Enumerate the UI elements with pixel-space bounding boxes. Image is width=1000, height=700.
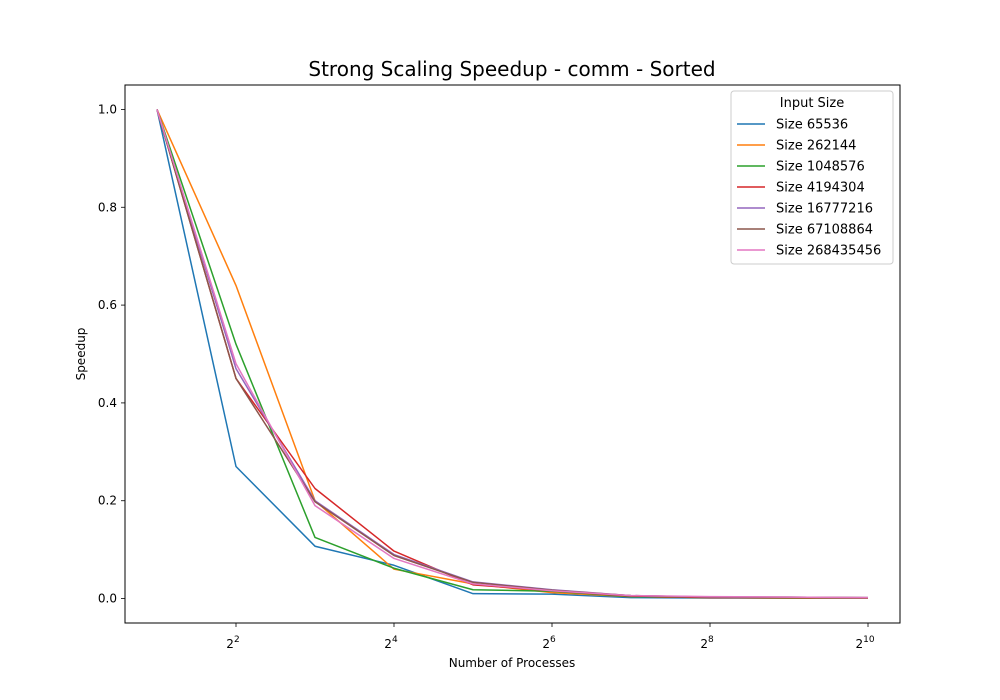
- series-line-7: [156, 109, 869, 599]
- legend-label: Size 65536: [776, 118, 848, 133]
- x-tick-label: 210: [855, 635, 874, 651]
- legend-box: [730, 90, 894, 265]
- y-tick-label: 0.2: [98, 494, 117, 508]
- legend-label: Size 1048576: [776, 160, 865, 175]
- y-tick-label: 0.0: [98, 592, 117, 606]
- legend-title: Input Size: [780, 96, 844, 111]
- legend-label: Size 4194304: [776, 181, 865, 196]
- chart-title: Strong Scaling Speedup - comm - Sorted: [308, 57, 715, 81]
- plot-area: 22 24 26 28 210 0.0 0.2 0.4 0.6 0.8 1.0: [98, 84, 901, 651]
- y-axis: 0.0 0.2 0.4 0.6 0.8 1.0: [98, 102, 125, 606]
- series-layer: [156, 109, 869, 599]
- y-tick-label: 0.8: [98, 200, 117, 214]
- plot-frame: [124, 84, 901, 624]
- legend-entries: Size 65536 Size 262144 Size 1048576 Size 41…: [737, 118, 881, 259]
- legend-label: Size 268435456: [776, 244, 881, 259]
- y-axis-label: Speedup: [74, 328, 88, 381]
- legend-entry: Size 268435456: [737, 244, 881, 259]
- legend-entry: Size 67108864: [737, 223, 873, 238]
- legend-label: Size 262144: [776, 139, 856, 154]
- x-tick-label: 24: [384, 635, 398, 651]
- y-tick-label: 0.6: [98, 298, 117, 312]
- x-tick-label: 22: [226, 635, 239, 651]
- x-tick-label: 28: [700, 635, 714, 651]
- legend: Input Size Size 65536 Size 262144 Size 104…: [730, 90, 894, 265]
- legend-entry: Size 262144: [737, 139, 856, 154]
- x-tick-label: 26: [542, 635, 556, 651]
- x-axis-label: Number of Processes: [449, 656, 576, 670]
- legend-entry: Size 16777216: [737, 202, 873, 217]
- legend-entry: Size 65536: [737, 118, 848, 133]
- legend-label: Size 67108864: [776, 223, 873, 238]
- x-axis: 22 24 26 28 210: [226, 623, 875, 651]
- y-tick-label: 1.0: [98, 102, 117, 116]
- y-tick-label: 0.4: [98, 396, 117, 410]
- legend-label: Size 16777216: [776, 202, 873, 217]
- legend-entry: Size 4194304: [737, 181, 865, 196]
- legend-entry: Size 1048576: [737, 160, 865, 175]
